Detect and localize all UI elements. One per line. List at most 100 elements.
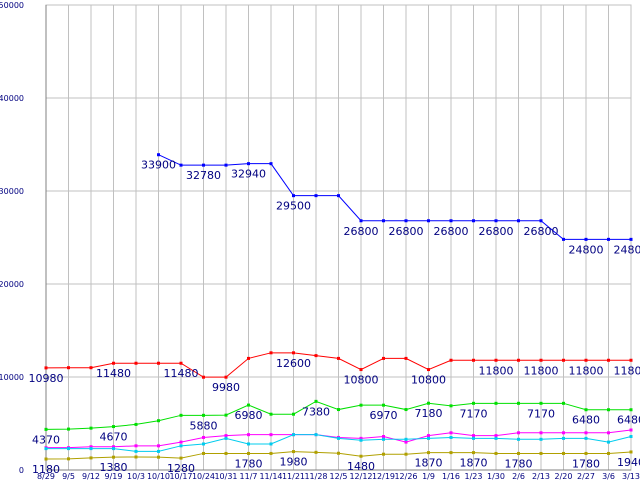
data-point — [202, 442, 205, 446]
data-label: 6480 — [572, 414, 600, 427]
data-point — [562, 358, 565, 362]
data-point — [404, 440, 408, 444]
data-point — [359, 438, 363, 442]
data-label: 32780 — [186, 169, 221, 182]
data-point — [89, 366, 93, 370]
data-point — [629, 428, 633, 432]
x-tick-label: 11/14 — [259, 472, 282, 480]
data-point — [359, 219, 363, 223]
data-point — [89, 445, 93, 449]
data-label: 5880 — [190, 419, 218, 432]
data-point — [337, 356, 340, 360]
data-point — [517, 451, 520, 455]
data-point — [517, 437, 520, 441]
data-point — [247, 356, 250, 360]
data-point — [427, 436, 430, 440]
data-label: 6480 — [617, 414, 640, 427]
data-point — [134, 361, 138, 365]
data-point — [562, 237, 565, 241]
x-tick-label: 9/19 — [105, 472, 123, 480]
data-point — [584, 408, 588, 412]
data-point — [134, 455, 138, 459]
data-label: 1280 — [167, 462, 195, 475]
data-point — [359, 368, 363, 372]
data-point — [292, 351, 295, 355]
x-tick-label: 1/30 — [487, 472, 505, 480]
data-point — [607, 451, 610, 455]
x-tick-label: 10/31 — [214, 472, 237, 480]
data-label: 10800 — [411, 374, 446, 387]
data-label: 1180 — [32, 463, 60, 476]
x-tick-label: 8/29 — [37, 472, 55, 480]
data-point — [494, 401, 498, 405]
data-point — [224, 436, 228, 440]
data-point — [517, 401, 520, 405]
data-label: 1780 — [235, 457, 263, 470]
x-tick-label: 10/17 — [169, 472, 192, 480]
x-tick-label: 2/20 — [555, 472, 573, 480]
data-label: 1780 — [572, 457, 600, 470]
x-tick-label: 2/13 — [532, 472, 550, 480]
data-point — [269, 451, 273, 455]
data-point — [67, 457, 70, 461]
x-tick-label: 2/6 — [512, 472, 525, 480]
data-point — [157, 449, 160, 453]
data-point — [629, 435, 633, 439]
data-point — [517, 219, 520, 223]
data-label: 7180 — [415, 407, 443, 420]
data-point — [269, 351, 273, 355]
data-point — [314, 194, 318, 198]
data-label: 1870 — [460, 457, 488, 470]
x-tick-label: 2/27 — [577, 472, 595, 480]
data-point — [584, 436, 588, 440]
data-label: 9980 — [212, 381, 240, 394]
data-label: 11800 — [524, 364, 559, 377]
data-label: 10800 — [344, 374, 379, 387]
y-tick-label: 0 — [19, 466, 24, 475]
x-tick-label: 12/26 — [394, 472, 417, 480]
data-point — [539, 401, 543, 405]
data-point — [427, 219, 430, 223]
data-point — [247, 442, 250, 446]
data-label: 1940 — [617, 456, 640, 469]
data-point — [584, 237, 588, 241]
data-point — [494, 451, 498, 455]
data-point — [584, 431, 588, 435]
data-point — [202, 413, 205, 417]
data-point — [314, 433, 318, 437]
data-point — [494, 436, 498, 440]
data-point — [337, 408, 340, 412]
data-point — [629, 358, 633, 362]
data-label: 26800 — [434, 225, 469, 238]
data-point — [562, 451, 565, 455]
x-tick-label: 11/21 — [282, 472, 305, 480]
data-point — [427, 434, 430, 438]
data-point — [89, 426, 93, 430]
data-point — [269, 412, 273, 416]
data-label: 26800 — [344, 225, 379, 238]
data-point — [157, 153, 160, 157]
data-point — [179, 440, 183, 444]
data-point — [584, 451, 588, 455]
data-point — [112, 361, 115, 365]
data-point — [179, 413, 183, 417]
data-point — [562, 436, 565, 440]
data-point — [472, 436, 475, 440]
data-point — [472, 401, 475, 405]
data-label: 12600 — [276, 357, 311, 370]
data-point — [607, 358, 610, 362]
data-point — [134, 449, 138, 453]
data-label: 26800 — [524, 225, 559, 238]
data-point — [224, 434, 228, 438]
data-point — [67, 366, 70, 370]
data-point — [494, 358, 498, 362]
data-point — [202, 451, 205, 455]
data-point — [517, 358, 520, 362]
data-point — [44, 457, 48, 461]
data-point — [224, 451, 228, 455]
y-tick-label: 30000 — [0, 187, 24, 196]
data-point — [539, 219, 543, 223]
data-label: 33900 — [141, 159, 176, 172]
data-point — [427, 451, 430, 455]
data-point — [562, 431, 565, 435]
